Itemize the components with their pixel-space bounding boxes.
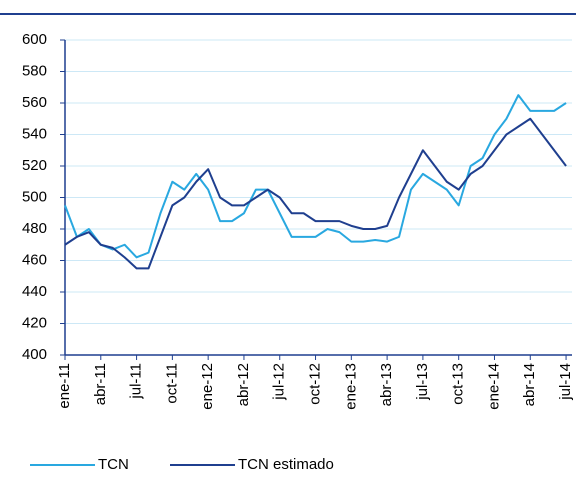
x-tick-label: ene-13 bbox=[342, 363, 359, 410]
x-tick-label: oct-11 bbox=[163, 363, 180, 404]
series-line bbox=[64, 94, 567, 259]
y-tick-label: 400 bbox=[22, 346, 47, 363]
x-tick-label: abr-14 bbox=[521, 363, 538, 406]
x-tick-label: jul-12 bbox=[271, 363, 288, 401]
x-tick-label: abr-12 bbox=[235, 363, 252, 406]
x-tick-label: ene-12 bbox=[199, 363, 216, 410]
series-line bbox=[64, 117, 567, 270]
y-tick-label: 520 bbox=[22, 157, 47, 174]
y-tick-label: 600 bbox=[22, 31, 47, 48]
x-tick-label: jul-11 bbox=[128, 363, 145, 400]
x-tick-label: abr-11 bbox=[92, 363, 109, 405]
y-tick-label: 460 bbox=[22, 251, 47, 268]
y-tick-label: 500 bbox=[22, 188, 47, 205]
x-tick-label: oct-12 bbox=[306, 363, 323, 405]
y-tick-label: 420 bbox=[22, 314, 47, 331]
x-tick-label: oct-13 bbox=[450, 363, 467, 405]
x-tick-label: abr-13 bbox=[378, 363, 395, 406]
y-tick-label: 480 bbox=[22, 220, 47, 237]
y-tick-label: 440 bbox=[22, 283, 47, 300]
x-tick-label: ene-11 bbox=[56, 363, 73, 409]
legend-label: TCN bbox=[98, 456, 129, 473]
y-tick-label: 560 bbox=[22, 94, 47, 111]
x-tick-label: ene-14 bbox=[485, 363, 502, 410]
x-tick-label: jul-14 bbox=[557, 363, 574, 401]
x-tick-label: jul-13 bbox=[414, 363, 431, 401]
legend-label: TCN estimado bbox=[238, 456, 334, 473]
y-tick-label: 540 bbox=[22, 125, 47, 142]
y-tick-label: 580 bbox=[22, 62, 47, 79]
